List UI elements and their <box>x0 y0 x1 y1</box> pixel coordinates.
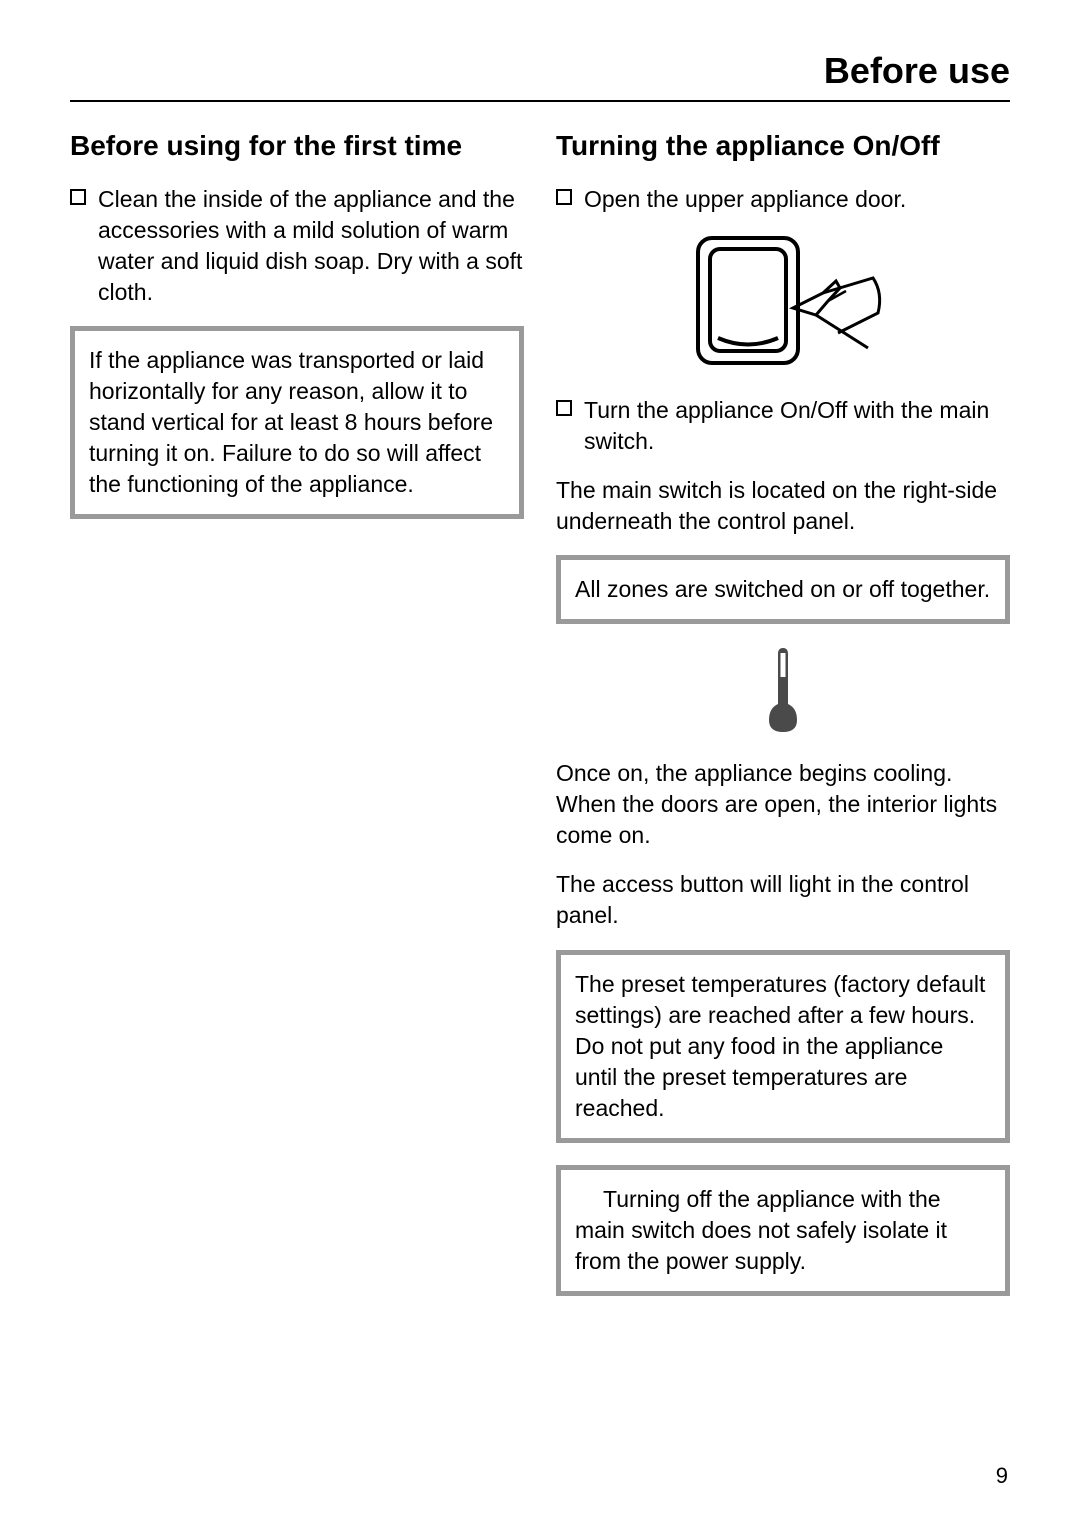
step-marker-icon <box>70 189 86 205</box>
right-step-2: Turn the appliance On/Off with the main … <box>556 395 1010 457</box>
thermometer-icon <box>763 646 803 736</box>
left-heading: Before using for the first time <box>70 130 524 162</box>
right-column: Turning the appliance On/Off Open the up… <box>556 130 1010 1318</box>
right-step-1-text: Open the upper appliance door. <box>584 184 1010 215</box>
left-box-1-text: If the appliance was transported or laid… <box>89 347 493 497</box>
page-header: Before use <box>70 50 1010 102</box>
right-heading: Turning the appliance On/Off <box>556 130 1010 162</box>
left-step-1-text: Clean the inside of the appliance and th… <box>98 184 524 308</box>
content-columns: Before using for the first time Clean th… <box>70 130 1010 1318</box>
right-info-box-2: The preset temperatures (factory default… <box>556 950 1010 1143</box>
right-box-3-text: Turning off the appliance with the main … <box>575 1186 947 1274</box>
right-info-box-1: All zones are switched on or off togethe… <box>556 555 1010 624</box>
left-info-box: If the appliance was transported or laid… <box>70 326 524 519</box>
right-box-1-text: All zones are switched on or off togethe… <box>575 576 990 602</box>
step-marker-icon <box>556 189 572 205</box>
right-para-2: Once on, the appliance begins cooling. W… <box>556 758 1010 851</box>
right-box-2-text: The preset temperatures (factory default… <box>575 971 985 1121</box>
right-step-1: Open the upper appliance door. <box>556 184 1010 215</box>
right-para-1: The main switch is located on the right-… <box>556 475 1010 537</box>
page-number: 9 <box>996 1463 1008 1489</box>
switch-icon <box>668 233 898 373</box>
left-step-1: Clean the inside of the appliance and th… <box>70 184 524 308</box>
step-marker-icon <box>556 400 572 416</box>
page-title: Before use <box>824 50 1010 91</box>
right-step-2-text: Turn the appliance On/Off with the main … <box>584 395 1010 457</box>
thermometer-illustration <box>556 646 1010 736</box>
right-warning-box: Turning off the appliance with the main … <box>556 1165 1010 1296</box>
right-para-3: The access button will light in the cont… <box>556 869 1010 931</box>
switch-illustration <box>556 233 1010 373</box>
left-column: Before using for the first time Clean th… <box>70 130 524 1318</box>
